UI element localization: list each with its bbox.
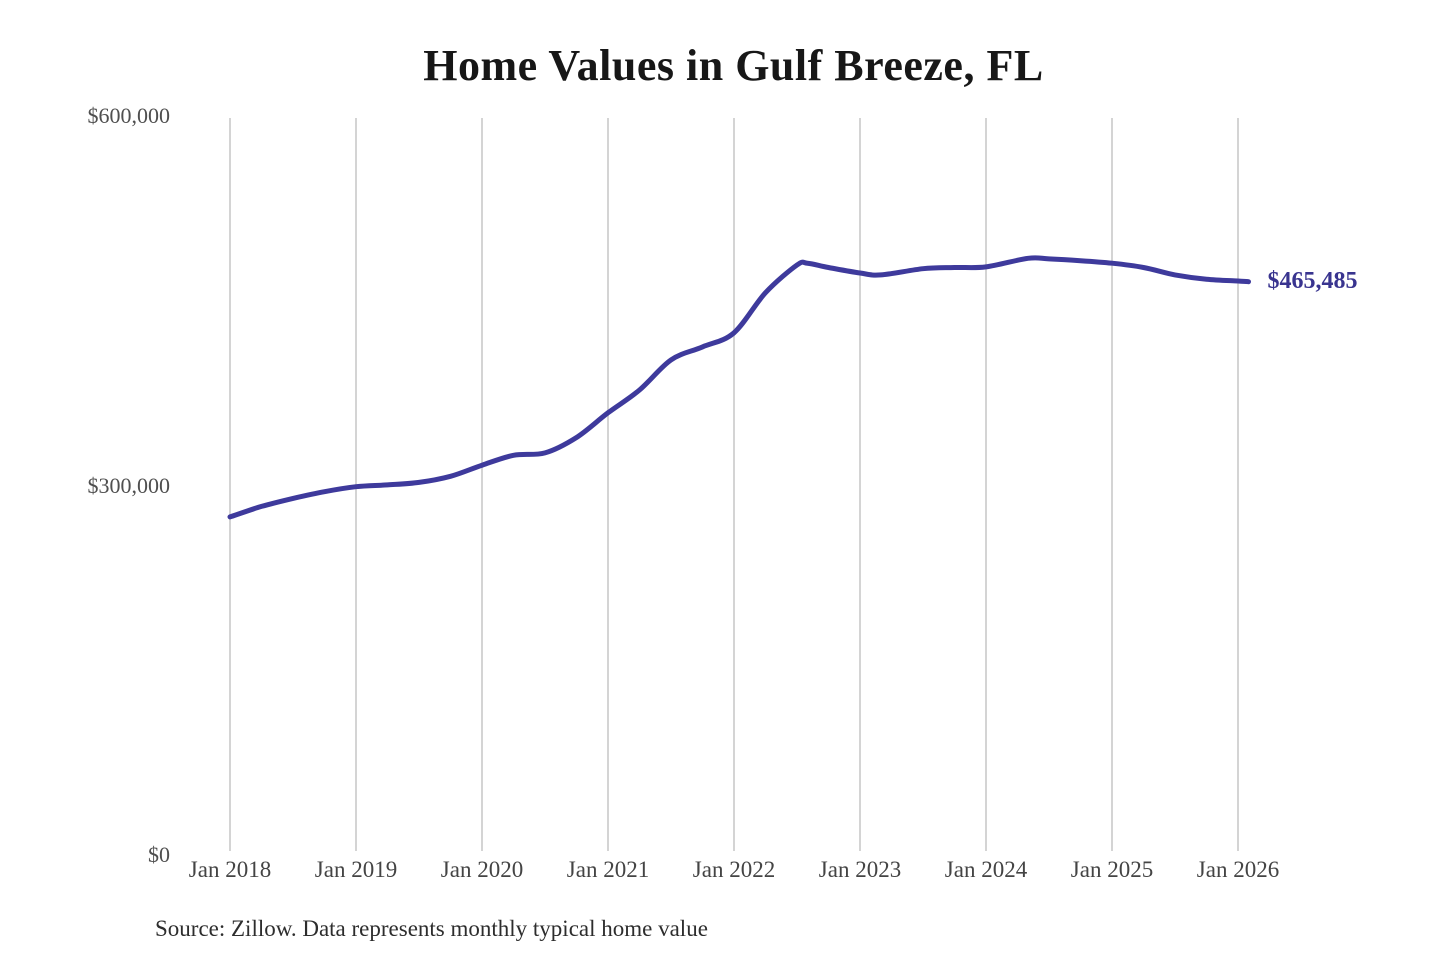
home-value-line-series xyxy=(227,255,1251,520)
x-axis-tick-label: Jan 2022 xyxy=(692,857,776,882)
x-axis-tick-label: Jan 2018 xyxy=(188,857,272,882)
x-axis-tick-label: Jan 2020 xyxy=(440,857,524,882)
x-axis-tick-label: Jan 2023 xyxy=(818,857,902,882)
x-axis-tick-label: Jan 2024 xyxy=(944,857,1028,882)
x-axis-tick-label: Jan 2019 xyxy=(314,857,398,882)
chart-title: Home Values in Gulf Breeze, FL xyxy=(423,41,1044,90)
y-axis-tick-label: $600,000 xyxy=(87,103,171,128)
y-axis-tick-label: $0 xyxy=(148,842,170,867)
x-axis-tick-label: Jan 2021 xyxy=(566,857,650,882)
y-axis-tick-label: $300,000 xyxy=(87,472,171,498)
source-note: Source: Zillow. Data represents monthly … xyxy=(155,916,708,941)
x-axis-tick-label: Jan 2026 xyxy=(1196,857,1280,882)
x-axis-tick-label: Jan 2025 xyxy=(1070,857,1154,882)
latest-value-label: $465,485 xyxy=(1267,267,1358,294)
